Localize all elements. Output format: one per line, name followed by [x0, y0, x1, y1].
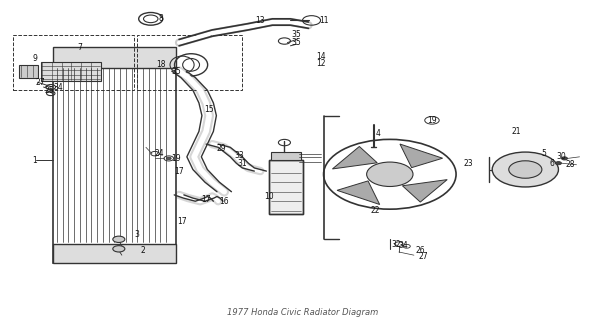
Bar [19, 65, 38, 77]
Bar [53, 47, 176, 68]
Polygon shape [332, 147, 378, 169]
Text: 29: 29 [217, 144, 226, 153]
Text: 2: 2 [140, 246, 145, 255]
Bar [137, 35, 242, 90]
Text: 17: 17 [174, 167, 184, 176]
Text: 19: 19 [171, 154, 181, 163]
Text: 31: 31 [238, 159, 247, 168]
Text: 26: 26 [415, 246, 425, 255]
Circle shape [367, 162, 413, 187]
Text: 3: 3 [134, 230, 139, 239]
Text: 28: 28 [566, 160, 575, 169]
Polygon shape [400, 144, 443, 168]
Text: 15: 15 [204, 105, 214, 114]
Circle shape [561, 157, 567, 160]
Text: 24: 24 [154, 149, 164, 158]
Bar [41, 62, 101, 81]
Text: 27: 27 [36, 78, 45, 87]
Text: 9: 9 [32, 54, 37, 63]
Ellipse shape [183, 59, 200, 71]
Text: 18: 18 [156, 60, 166, 69]
Circle shape [113, 236, 125, 243]
Text: 32: 32 [391, 240, 401, 249]
Text: 14: 14 [316, 52, 325, 61]
Text: 22: 22 [370, 206, 379, 215]
Text: 1: 1 [32, 156, 37, 164]
Bar [53, 65, 176, 263]
Circle shape [555, 162, 561, 165]
Text: 12: 12 [316, 59, 325, 68]
Text: 23: 23 [463, 159, 473, 168]
Text: 7: 7 [77, 43, 82, 52]
Text: 6: 6 [550, 159, 555, 168]
Text: 34: 34 [54, 83, 64, 92]
Circle shape [492, 152, 558, 187]
Circle shape [509, 161, 542, 178]
Bar [13, 35, 134, 90]
Text: 10: 10 [264, 192, 274, 201]
Text: 27: 27 [418, 252, 428, 261]
Text: 35: 35 [292, 30, 301, 39]
Text: 33: 33 [234, 151, 244, 160]
Text: 25: 25 [45, 86, 54, 95]
Text: 30: 30 [557, 152, 566, 161]
Circle shape [166, 157, 171, 160]
Polygon shape [402, 180, 447, 202]
Bar [269, 160, 302, 214]
Text: 16: 16 [220, 197, 229, 206]
Text: 11: 11 [319, 16, 329, 25]
Text: 34: 34 [398, 241, 408, 250]
Bar [271, 152, 301, 160]
Text: 4: 4 [375, 129, 380, 138]
Text: 8: 8 [159, 14, 163, 23]
Text: 19: 19 [427, 116, 437, 125]
Text: 13: 13 [255, 16, 265, 25]
Bar [269, 160, 302, 214]
Circle shape [113, 246, 125, 252]
Text: 5: 5 [541, 149, 546, 158]
Text: 1977 Honda Civic Radiator Diagram: 1977 Honda Civic Radiator Diagram [227, 308, 378, 317]
Text: 17: 17 [177, 217, 187, 226]
Polygon shape [337, 181, 380, 204]
Text: 17: 17 [201, 195, 211, 204]
Text: 35: 35 [292, 38, 301, 47]
Bar [53, 244, 176, 263]
Text: 35: 35 [171, 67, 181, 76]
Text: 21: 21 [512, 127, 521, 136]
